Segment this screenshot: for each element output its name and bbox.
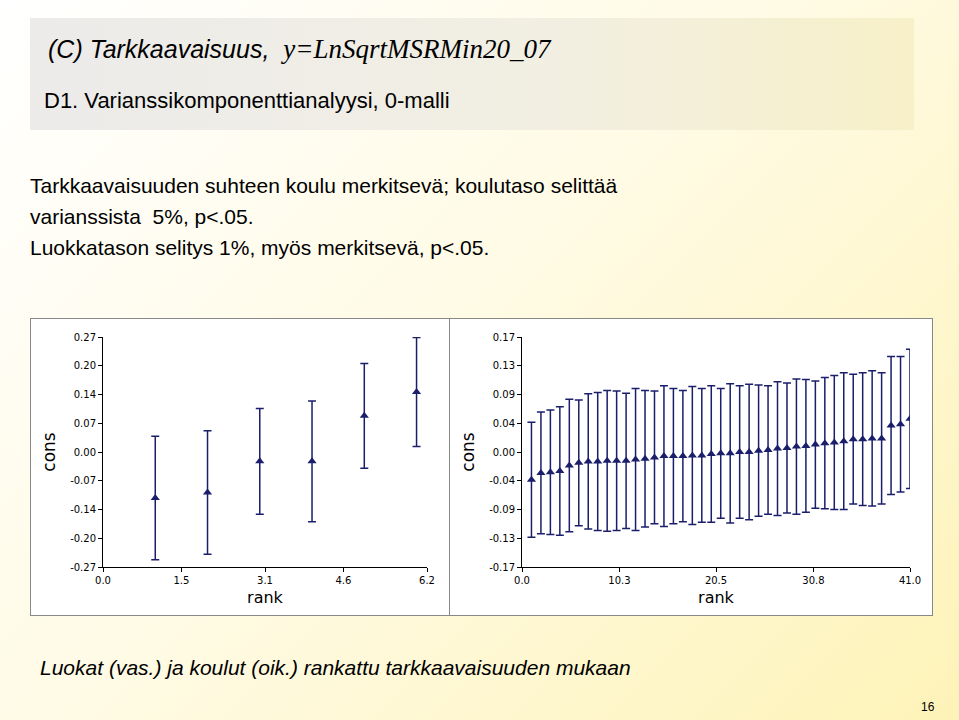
html-text:(C) Tarkkaavaisuus, y=LnSqrtMS: (C) Tarkkaavaisuus, y=LnSqrtMSRMin20_07 bbox=[48, 34, 551, 64]
svg-text:10.3: 10.3 bbox=[608, 575, 630, 586]
svg-text:-0.04: -0.04 bbox=[489, 475, 515, 486]
svg-text:30.8: 30.8 bbox=[802, 575, 824, 586]
svg-text:0.09: 0.09 bbox=[493, 389, 515, 400]
svg-text:0.27: 0.27 bbox=[74, 332, 96, 343]
svg-text:rank: rank bbox=[247, 588, 284, 607]
svg-text:0.13: 0.13 bbox=[493, 360, 515, 371]
svg-text:-0.09: -0.09 bbox=[489, 504, 515, 515]
html-text:Tarkkaavaisuuden suhteen koulu: Tarkkaavaisuuden suhteen koulu merkitsev… bbox=[30, 174, 618, 259]
html-text:16: 16 bbox=[921, 700, 935, 714]
svg-text:0.14: 0.14 bbox=[74, 389, 96, 400]
svg-text:-0.07: -0.07 bbox=[70, 475, 96, 486]
svg-text:0.00: 0.00 bbox=[493, 447, 515, 458]
svg-text:-0.20: -0.20 bbox=[70, 533, 96, 544]
svg-text:0.07: 0.07 bbox=[74, 418, 96, 429]
svg-text:-0.27: -0.27 bbox=[70, 562, 96, 573]
svg-text:4.6: 4.6 bbox=[335, 575, 351, 586]
svg-text:0.00: 0.00 bbox=[74, 447, 96, 458]
svg-text:6.2: 6.2 bbox=[419, 575, 435, 586]
svg-text:3.1: 3.1 bbox=[257, 575, 273, 586]
svg-text:-0.17: -0.17 bbox=[489, 562, 515, 573]
svg-text:-0.13: -0.13 bbox=[489, 533, 515, 544]
svg-text:cons: cons bbox=[39, 432, 59, 472]
svg-text:0.20: 0.20 bbox=[74, 360, 96, 371]
svg-text:0.0: 0.0 bbox=[514, 575, 530, 586]
svg-text:cons: cons bbox=[458, 432, 478, 472]
svg-text:0.0: 0.0 bbox=[95, 575, 111, 586]
svg-text:20.5: 20.5 bbox=[705, 575, 727, 586]
svg-text:0.17: 0.17 bbox=[493, 332, 515, 343]
svg-text:41.0: 41.0 bbox=[899, 575, 921, 586]
svg-text:0.04: 0.04 bbox=[493, 418, 515, 429]
svg-text:rank: rank bbox=[698, 588, 735, 607]
html-text:Luokat (vas.) ja koulut (oik.): Luokat (vas.) ja koulut (oik.) rankattu … bbox=[40, 656, 631, 679]
html-text:D1. Varianssikomponenttianalyy: D1. Varianssikomponenttianalyysi, 0-mall… bbox=[44, 88, 450, 113]
svg-text:-0.14: -0.14 bbox=[70, 504, 96, 515]
svg-text:1.5: 1.5 bbox=[173, 575, 189, 586]
